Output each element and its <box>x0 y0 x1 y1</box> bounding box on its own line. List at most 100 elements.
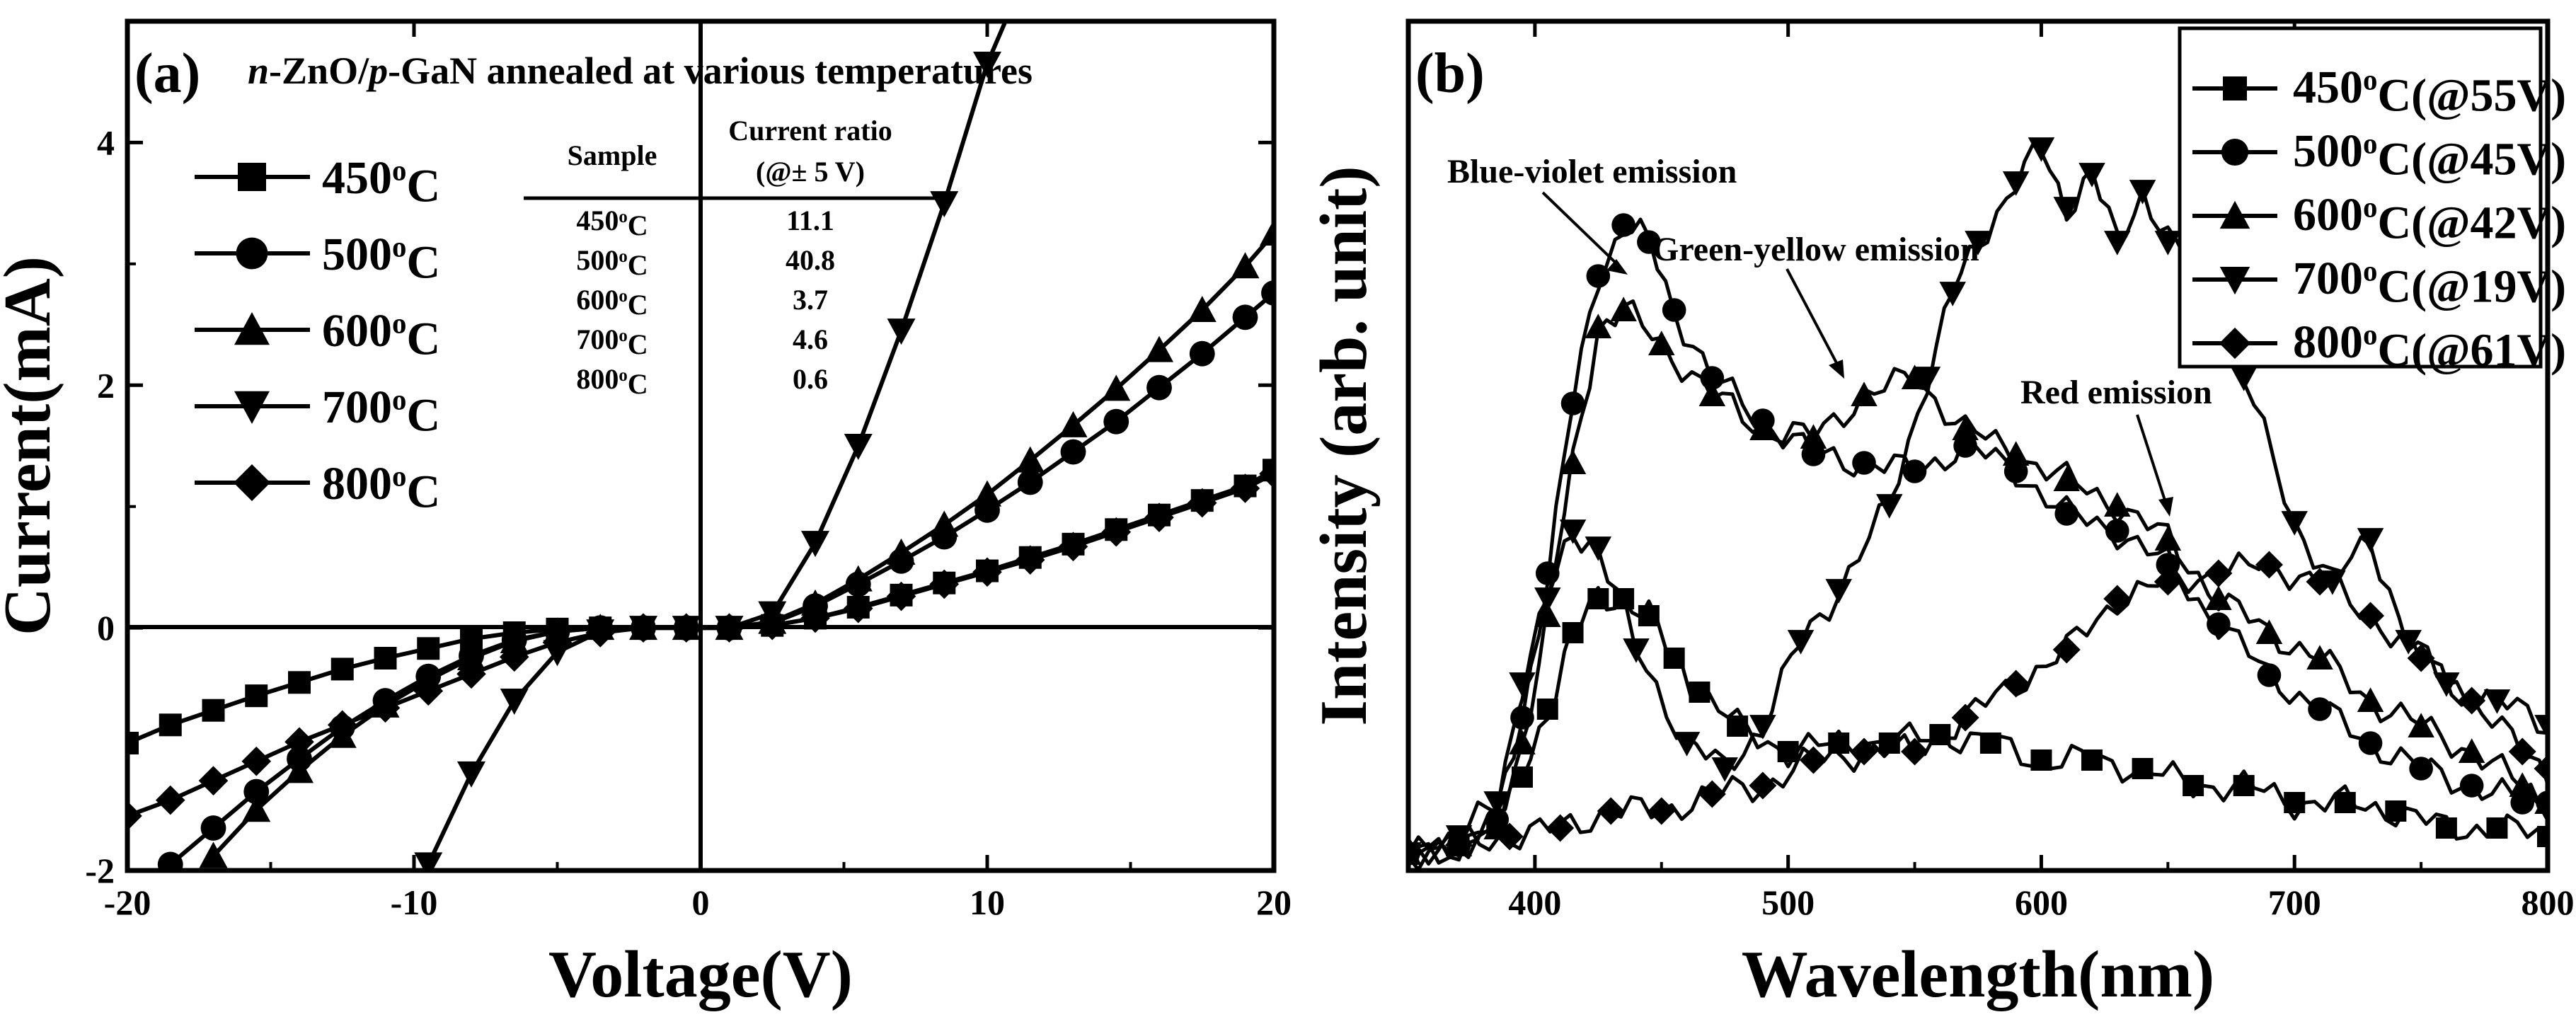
legend-label-800: 800oC <box>322 458 440 517</box>
annotation-green-yellow-arrowhead <box>1829 360 1844 379</box>
data-point-800 <box>886 581 916 611</box>
panel-b-legend: 450oC(@55V)500oC(@45V)600oC(@42V)700oC(@… <box>2192 62 2566 376</box>
spectrum-point-500 <box>2459 774 2484 798</box>
data-point-800 <box>1230 473 1260 503</box>
table-row-ratio-700: 4.6 <box>793 323 828 355</box>
data-point-800 <box>1058 532 1088 562</box>
data-point-450 <box>417 637 440 660</box>
data-point-800 <box>413 676 444 706</box>
spectrum-point-700 <box>2154 231 2182 255</box>
spectrum-point-800 <box>1445 831 1473 859</box>
legend-marker-450 <box>2223 76 2247 100</box>
spectrum-point-450 <box>1979 732 2001 754</box>
spectrum-point-600 <box>1610 297 1637 321</box>
x-tick-label: 600 <box>2015 883 2068 922</box>
data-point-800 <box>585 618 616 648</box>
spectrum-point-600 <box>1749 415 1776 440</box>
table-row-ratio-450: 11.1 <box>786 205 834 236</box>
spectrum-point-800 <box>2534 754 2548 783</box>
spectrum-point-700 <box>1914 367 1941 391</box>
spectrum-point-450 <box>2435 817 2457 839</box>
spectrum-point-600 <box>1648 331 1675 355</box>
data-point-800 <box>155 785 185 815</box>
spectrum-point-450 <box>1689 682 1710 703</box>
data-point-450 <box>374 647 397 670</box>
legend-label-700: 700oC <box>322 381 440 441</box>
spectrum-point-500 <box>1535 561 1560 585</box>
data-point-450 <box>202 699 225 722</box>
data-point-500 <box>1232 304 1258 331</box>
spectrum-point-450 <box>1562 622 1584 643</box>
spectrum-point-700 <box>2357 528 2384 553</box>
table-row-ratio-600: 3.7 <box>793 284 828 316</box>
panel-a-series-markers <box>127 52 1274 871</box>
spectrum-point-600 <box>1851 381 1878 406</box>
spectrum-point-800 <box>1597 797 1625 825</box>
spectrum-point-800 <box>2002 670 2030 698</box>
data-point-600 <box>844 565 873 592</box>
data-point-800 <box>241 746 272 776</box>
table-row-ratio-500: 40.8 <box>786 244 835 276</box>
spectrum-point-500 <box>2156 553 2180 577</box>
x-tick-label: 0 <box>692 883 710 922</box>
spectrum-point-600 <box>1509 730 1536 754</box>
spectrum-point-450 <box>1727 716 1749 737</box>
spectrum-point-450 <box>2537 826 2548 847</box>
table-row-sample-450: 450oC <box>576 205 648 241</box>
spectrum-point-600 <box>1901 364 1928 389</box>
panel-b-label: (b) <box>1415 42 1485 105</box>
panel-a-title: n-ZnO/p-GaN annealed at various temperat… <box>248 50 1033 92</box>
spectrum-point-700 <box>2104 231 2131 255</box>
spectrum-point-500 <box>2358 731 2383 755</box>
x-tick-label: 500 <box>1761 883 1815 922</box>
data-point-800 <box>1259 459 1274 489</box>
x-tick-label: -10 <box>391 883 438 922</box>
data-point-600 <box>1102 374 1131 401</box>
spectrum-point-450 <box>2284 792 2306 813</box>
spectrum-point-450 <box>2486 817 2508 839</box>
legend-marker-600 <box>2219 200 2250 229</box>
spectrum-point-600 <box>2053 466 2080 491</box>
spectrum-point-700 <box>1483 791 1510 816</box>
spectrum-point-700 <box>1623 638 1650 663</box>
data-point-450 <box>330 657 354 681</box>
data-point-600 <box>1260 219 1274 246</box>
x-tick-label: 400 <box>1508 883 1561 922</box>
data-point-800 <box>800 603 830 633</box>
inset-table: Sample Current ratio (@± 5 V) 450oC 11.1 5… <box>524 115 945 400</box>
data-point-500 <box>243 778 270 805</box>
spectrum-point-500 <box>1637 230 1661 254</box>
legend-marker-700 <box>2219 266 2250 295</box>
spectrum-point-450 <box>2385 800 2407 822</box>
data-point-600 <box>500 627 529 653</box>
spectrum-point-500 <box>1852 451 1876 475</box>
spectrum-point-800 <box>1495 822 1524 851</box>
legend-marker-700 <box>234 391 270 424</box>
data-point-500 <box>1146 374 1172 401</box>
spectrum-point-500 <box>1586 264 1611 288</box>
panel-b-frame <box>1405 18 2551 873</box>
annotation-green-yellow: Green-yellow emission <box>1652 231 1979 268</box>
data-point-600 <box>930 510 959 537</box>
spectrum-point-800 <box>1749 771 1777 800</box>
table-row-sample-600: 600oC <box>576 284 648 321</box>
spectrum-point-700 <box>2433 672 2460 697</box>
spectrum-point-700 <box>2129 180 2156 205</box>
spectrum-point-700 <box>1673 732 1701 757</box>
spectrum-point-450 <box>2183 775 2204 796</box>
legend-marker-800 <box>2219 327 2251 360</box>
spectrum-point-700 <box>2483 689 2511 714</box>
table-row-sample-700: 700oC <box>576 323 648 360</box>
spectrum-point-500 <box>1700 366 1725 390</box>
data-point-800 <box>499 642 529 672</box>
spectrum-point-450 <box>1613 588 1635 609</box>
spectrum-point-450 <box>1828 732 1850 754</box>
data-point-600 <box>973 480 1001 507</box>
spectrum-point-800 <box>2407 644 2435 672</box>
panel-a-ylabel: Current(mA) <box>0 256 64 636</box>
legend-label-800: 800oC(@61V) <box>2293 316 2566 376</box>
y-tick-label: 0 <box>97 608 115 648</box>
data-point-600 <box>801 589 829 616</box>
